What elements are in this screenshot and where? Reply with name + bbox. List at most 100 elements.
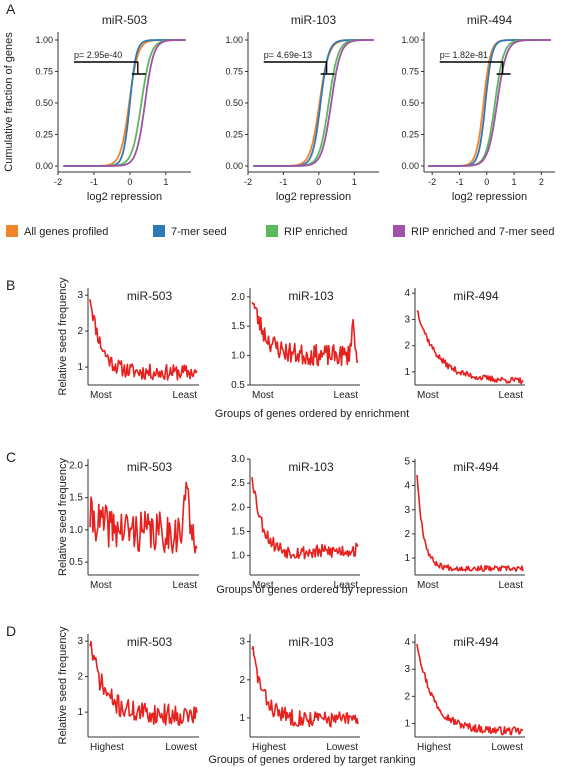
y-tick-label-b3-0: 1 xyxy=(404,367,410,378)
panel-label-a: A xyxy=(6,1,16,17)
x-tick-label-a3-3: 1 xyxy=(512,177,517,187)
legend-label-all-genes: All genes profiled xyxy=(24,226,108,238)
row-title-c: Groups of genes ordered by repression xyxy=(216,584,407,596)
chart-title-b3: miR-494 xyxy=(453,289,499,303)
seed-frequency-line-d1 xyxy=(89,640,198,726)
legend-label-7mer: 7-mer seed xyxy=(171,226,227,238)
row-title-b: Groups of genes ordered by enrichment xyxy=(215,408,409,420)
y-tick-label-a2-4: 1.00 xyxy=(225,35,243,45)
y-tick-label-d1-2: 3 xyxy=(77,636,83,647)
x-tick-label-b1-0: Most xyxy=(90,390,112,401)
x-tick-label-a2-2: 0 xyxy=(316,177,321,187)
pvalue-bracket-a2 xyxy=(263,61,335,75)
chart-title-d3: miR-494 xyxy=(453,635,499,649)
x-tick-label-b3-1: Least xyxy=(499,390,524,401)
y-tick-label-c1-2: 1.5 xyxy=(69,493,83,504)
x-tick-label-c3-0: Most xyxy=(417,580,439,591)
pvalue-label-a2: p= 4.69e-13 xyxy=(264,50,312,60)
x-tick-label-d3-0: Highest xyxy=(417,742,451,753)
y-tick-label-a3-2: 0.50 xyxy=(401,98,419,108)
y-tick-label-d1-1: 2 xyxy=(77,672,83,683)
y-tick-label-d3-3: 4 xyxy=(404,637,410,648)
x-tick-label-a1-2: 0 xyxy=(127,177,132,187)
chart-title-b1: miR-503 xyxy=(127,289,173,303)
seed-frequency-line-b2 xyxy=(251,301,359,367)
chart-title-b2: miR-103 xyxy=(288,289,334,303)
pvalue-label-a3: p= 1.82e-81 xyxy=(440,50,488,60)
seed-frequency-line-d3 xyxy=(416,643,524,736)
chart-title-c1: miR-503 xyxy=(127,460,173,474)
y-tick-label-a3-1: 0.25 xyxy=(401,130,419,140)
y-tick-label-c3-3: 4 xyxy=(404,481,410,492)
legend: All genes profiled 7-mer seed RIP enrich… xyxy=(6,225,555,238)
x-tick-label-d2-0: Highest xyxy=(252,742,286,753)
y-tick-label-d3-0: 1 xyxy=(404,718,410,729)
y-tick-label-a1-4: 1.00 xyxy=(35,35,53,45)
y-tick-label-a3-4: 1.00 xyxy=(401,35,419,45)
y-tick-label-a2-3: 0.75 xyxy=(225,67,243,77)
y-tick-label-c2-2: 2.0 xyxy=(231,502,245,513)
y-tick-label-c3-2: 3 xyxy=(404,505,410,516)
x-tick-label-c2-0: Most xyxy=(252,580,274,591)
y-tick-label-b3-1: 2 xyxy=(404,341,410,352)
chart-title-d1: miR-503 xyxy=(127,635,173,649)
y-tick-label-a1-0: 0.00 xyxy=(35,161,53,171)
panel-label-c: C xyxy=(6,449,16,465)
chart-title-d2: miR-103 xyxy=(288,635,334,649)
panel-label-b: B xyxy=(6,277,15,293)
y-axis-label-c1: Relative seed frequency xyxy=(57,457,69,576)
x-tick-label-a3-2: 0 xyxy=(484,177,489,187)
seed-frequency-line-b3 xyxy=(416,309,524,385)
x-tick-label-a2-0: -2 xyxy=(244,177,252,187)
y-tick-label-a2-1: 0.25 xyxy=(225,130,243,140)
y-tick-label-d2-1: 2 xyxy=(239,675,245,686)
y-axis-label-d1: Relative seed frequency xyxy=(57,626,69,745)
pvalue-bracket-a3 xyxy=(439,61,511,75)
legend-swatch-rip xyxy=(266,225,278,237)
y-tick-label-a2-0: 0.00 xyxy=(225,161,243,171)
x-tick-label-c3-1: Least xyxy=(499,580,524,591)
y-tick-label-d3-2: 3 xyxy=(404,664,410,675)
y-tick-label-a3-3: 0.75 xyxy=(401,67,419,77)
x-tick-label-b3-0: Most xyxy=(417,390,439,401)
legend-label-rip: RIP enriched xyxy=(284,226,347,238)
y-tick-label-d1-0: 1 xyxy=(77,707,83,718)
seed-frequency-line-c2 xyxy=(251,476,359,560)
y-tick-label-a2-2: 0.50 xyxy=(225,98,243,108)
y-tick-label-a1-2: 0.50 xyxy=(35,98,53,108)
x-tick-label-d1-0: Highest xyxy=(90,742,124,753)
pvalue-label-a1: p= 2.95e-40 xyxy=(74,50,122,60)
y-tick-label-b2-0: 0.5 xyxy=(231,380,245,391)
y-tick-label-b2-3: 2.0 xyxy=(231,292,245,303)
chart-title-c2: miR-103 xyxy=(288,460,334,474)
x-tick-label-a1-1: -1 xyxy=(90,177,98,187)
x-tick-label-d2-1: Lowest xyxy=(326,742,358,753)
y-tick-label-b1-1: 2 xyxy=(77,326,83,337)
x-tick-label-a1-3: 1 xyxy=(163,177,168,187)
y-axis-label-b1: Relative seed frequency xyxy=(57,277,69,396)
x-tick-label-a3-4: 2 xyxy=(539,177,544,187)
legend-label-rip-seed: RIP enriched and 7-mer seed xyxy=(411,226,555,238)
y-tick-label-c3-1: 2 xyxy=(404,529,410,540)
seed-frequency-line-c1 xyxy=(89,481,198,554)
x-tick-label-a1-0: -2 xyxy=(54,177,62,187)
chart-title-a1: miR-503 xyxy=(102,13,148,27)
x-tick-label-a3-1: -1 xyxy=(455,177,463,187)
seed-frequency-line-d2 xyxy=(251,645,359,728)
x-tick-label-a2-3: 1 xyxy=(352,177,357,187)
y-tick-label-b1-0: 1 xyxy=(77,362,83,373)
y-tick-label-c2-0: 1.0 xyxy=(231,551,245,562)
x-axis-label-a1: log2 repression xyxy=(87,191,162,203)
cdf-line-a1-4 xyxy=(63,39,186,167)
y-tick-label-c1-0: 0.5 xyxy=(69,557,83,568)
y-tick-label-c3-4: 5 xyxy=(404,456,410,467)
y-tick-label-a1-1: 0.25 xyxy=(35,130,53,140)
y-tick-label-d2-0: 1 xyxy=(239,713,245,724)
y-tick-label-b3-2: 3 xyxy=(404,314,410,325)
x-tick-label-c1-0: Most xyxy=(90,580,112,591)
y-axis-label-a1: Cumulative fraction of genes xyxy=(3,32,15,172)
x-tick-label-b1-1: Least xyxy=(173,390,198,401)
x-tick-label-c1-1: Least xyxy=(173,580,198,591)
